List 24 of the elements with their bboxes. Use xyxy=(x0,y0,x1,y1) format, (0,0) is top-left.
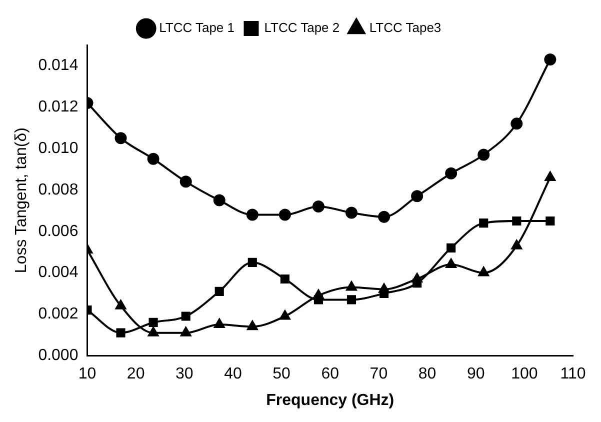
x-tick-label: 20 xyxy=(126,366,145,383)
x-tick-label: 100 xyxy=(511,366,538,383)
legend-label: LTCC Tape 1 xyxy=(159,20,235,36)
x-tick-label: 70 xyxy=(370,366,388,383)
y-tick-label: 0.014 xyxy=(38,57,78,74)
x-tick-label: 80 xyxy=(418,366,436,383)
x-tick-label: 30 xyxy=(175,366,194,383)
x-tick-label: 60 xyxy=(321,366,340,383)
y-tick-label: 0.010 xyxy=(38,140,78,157)
y-tick-label: 0.004 xyxy=(38,264,78,282)
x-tick-label: 110 xyxy=(560,366,586,383)
x-tick-label: 50 xyxy=(272,366,291,383)
x-axis-title: Frequency (GHz) xyxy=(266,392,394,409)
y-tick-label: 0.012 xyxy=(38,98,78,116)
y-axis-title: Loss Tangent, tan(δ) xyxy=(13,128,30,274)
y-tick-label: 0.000 xyxy=(38,347,78,364)
legend-label: LTCC Tape 2 xyxy=(264,20,340,36)
x-tick-label: 40 xyxy=(224,366,242,383)
legend-label: LTCC Tape3 xyxy=(369,20,442,36)
x-tick-label: 10 xyxy=(78,366,96,383)
y-tick-label: 0.008 xyxy=(38,181,78,198)
x-tick-label: 90 xyxy=(466,366,485,383)
y-tick-label: 0.006 xyxy=(38,222,78,240)
y-tick-label: 0.002 xyxy=(38,306,78,323)
